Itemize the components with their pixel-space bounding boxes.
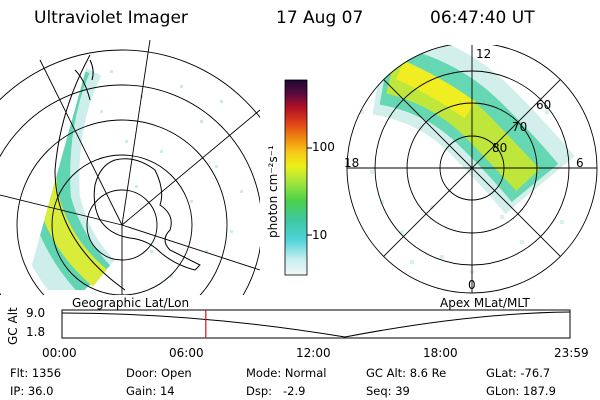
time-tick-0600: 06:00 <box>169 346 204 360</box>
glon-info: GLon: 187.9 <box>486 384 556 398</box>
colorbar-unit-label: photon cm⁻²s⁻¹ <box>266 145 280 238</box>
apex-polar-plot <box>346 45 598 294</box>
gc-alt-min-label: 1.8 <box>26 325 46 339</box>
gc-alt-curve <box>61 311 571 338</box>
time-tick-2359: 23:59 <box>554 346 589 360</box>
time-tick-1800: 18:00 <box>423 346 458 360</box>
seq-info: Seq: 39 <box>366 384 410 398</box>
gain-info: Gain: 14 <box>126 384 175 398</box>
mlat-label-60: 60 <box>536 98 552 112</box>
glon-value: 187.9 <box>522 384 556 398</box>
ip-info: IP: 36.0 <box>10 384 54 398</box>
dsp-value: -2.9 <box>283 384 306 398</box>
mlt-label-12: 12 <box>476 47 492 61</box>
mode-value: Normal <box>284 366 327 380</box>
door-value: Open <box>160 366 192 380</box>
ip-value: 36.0 <box>27 384 54 398</box>
gc-alt-axis-label: GC Alt <box>6 307 20 345</box>
mlat-label-80: 80 <box>492 141 508 155</box>
mlat-label-70: 70 <box>512 120 528 134</box>
observation-time: 06:47:40 UT <box>430 8 535 28</box>
geographic-caption: Geographic Lat/Lon <box>72 296 190 310</box>
colorbar <box>284 79 312 276</box>
colorbar-label-10: 10 <box>312 228 328 242</box>
mlt-label-18: 18 <box>344 156 360 170</box>
apex-caption: Apex MLat/MLT <box>440 296 530 310</box>
dsp-info: Dsp: -2.9 <box>246 384 306 398</box>
flight-info: Flt: 1356 <box>10 366 62 380</box>
gc-alt-max-label: 9.0 <box>26 306 46 320</box>
door-info: Door: Open <box>126 366 192 380</box>
colorbar-label-100: 100 <box>312 140 335 154</box>
gc-alt-timeline <box>61 309 571 339</box>
geographic-map <box>0 40 260 295</box>
mlt-label-6: 6 <box>576 156 584 170</box>
seq-value: 39 <box>395 384 410 398</box>
gain-value: 14 <box>159 384 175 398</box>
flight-value: 1356 <box>31 366 62 380</box>
time-tick-0000: 00:00 <box>42 346 77 360</box>
observation-date: 17 Aug 07 <box>276 8 364 28</box>
glat-value: -76.7 <box>520 366 551 380</box>
gc-alt-info: GC Alt: 8.6 Re <box>366 366 447 380</box>
instrument-title: Ultraviolet Imager <box>34 8 188 28</box>
glat-info: GLat: -76.7 <box>486 366 551 380</box>
mode-info: Mode: Normal <box>246 366 327 380</box>
mlt-label-0: 0 <box>468 278 476 292</box>
gc-alt-value: 8.6 Re <box>409 366 447 380</box>
time-tick-1200: 12:00 <box>296 346 331 360</box>
